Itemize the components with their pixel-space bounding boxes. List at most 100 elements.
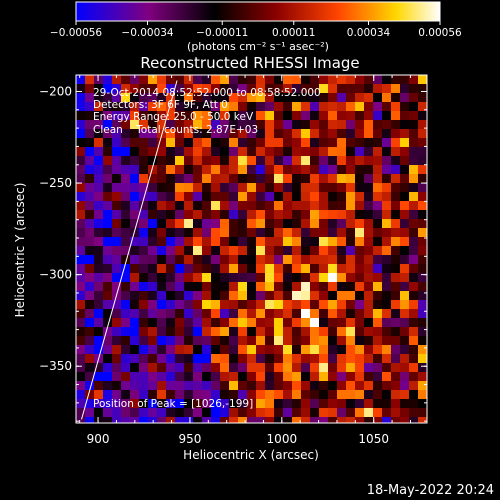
heatmap-pixel <box>211 345 220 354</box>
heatmap-pixel <box>265 264 274 273</box>
heatmap-pixel <box>409 282 418 291</box>
heatmap-pixel <box>346 354 355 363</box>
heatmap-pixel <box>319 120 328 129</box>
heatmap-pixel <box>346 336 355 345</box>
heatmap-pixel <box>301 291 310 300</box>
heatmap-pixel <box>112 165 121 174</box>
heatmap-pixel <box>265 417 274 423</box>
heatmap-pixel <box>166 345 175 354</box>
heatmap-pixel <box>328 264 337 273</box>
heatmap-pixel <box>355 165 364 174</box>
heatmap-pixel <box>121 255 130 264</box>
heatmap-pixel <box>76 417 85 423</box>
heatmap-pixel <box>157 327 166 336</box>
heatmap-pixel <box>382 75 391 84</box>
heatmap-pixel <box>211 417 220 423</box>
heatmap-pixel <box>76 111 85 120</box>
heatmap-pixel <box>364 75 373 84</box>
heatmap-pixel <box>328 417 337 423</box>
heatmap-pixel <box>310 120 319 129</box>
heatmap-pixel <box>175 93 184 102</box>
heatmap-pixel <box>319 336 328 345</box>
heatmap-pixel <box>382 282 391 291</box>
heatmap-pixel <box>256 84 265 93</box>
heatmap-pixel <box>274 408 283 417</box>
heatmap-pixel <box>364 372 373 381</box>
heatmap-pixel <box>292 93 301 102</box>
heatmap-pixel <box>166 264 175 273</box>
heatmap-pixel <box>292 336 301 345</box>
heatmap-pixel <box>94 345 103 354</box>
heatmap-pixel <box>283 93 292 102</box>
heatmap-pixel <box>301 93 310 102</box>
heatmap-pixel <box>337 399 346 408</box>
heatmap-pixel <box>391 417 400 423</box>
heatmap-pixel <box>85 408 94 417</box>
heatmap-pixel <box>103 291 112 300</box>
heatmap-pixel <box>76 120 85 129</box>
heatmap-pixel <box>391 381 400 390</box>
heatmap-pixel <box>238 228 247 237</box>
heatmap-pixel <box>292 237 301 246</box>
heatmap-pixel <box>301 165 310 174</box>
heatmap-pixel <box>130 372 139 381</box>
heatmap-pixel <box>400 246 409 255</box>
heatmap-pixel <box>373 111 382 120</box>
heatmap-pixel <box>76 408 85 417</box>
heatmap-pixel <box>355 138 364 147</box>
heatmap-pixel <box>265 390 274 399</box>
heatmap-pixel <box>175 102 184 111</box>
heatmap-pixel <box>148 390 157 399</box>
heatmap-pixel <box>319 372 328 381</box>
heatmap-pixel <box>346 210 355 219</box>
heatmap-pixel <box>202 318 211 327</box>
heatmap-pixel <box>265 192 274 201</box>
heatmap-pixel <box>238 291 247 300</box>
heatmap-pixel <box>373 84 382 93</box>
heatmap-pixel <box>256 363 265 372</box>
heatmap-pixel <box>103 318 112 327</box>
heatmap-pixel <box>409 372 418 381</box>
heatmap-pixel <box>382 264 391 273</box>
heatmap-pixel <box>130 111 139 120</box>
heatmap-pixel <box>193 282 202 291</box>
heatmap-pixel <box>184 381 193 390</box>
heatmap-pixel <box>247 75 256 84</box>
heatmap-pixel <box>184 363 193 372</box>
heatmap-pixel <box>382 228 391 237</box>
heatmap-pixel <box>157 111 166 120</box>
heatmap-pixel <box>373 210 382 219</box>
heatmap-pixel <box>310 336 319 345</box>
heatmap-pixel <box>265 273 274 282</box>
heatmap-pixel <box>400 174 409 183</box>
heatmap-pixel <box>283 273 292 282</box>
heatmap-pixel <box>391 102 400 111</box>
heatmap-pixel <box>301 336 310 345</box>
heatmap-pixel <box>283 255 292 264</box>
heatmap-pixel <box>292 246 301 255</box>
heatmap-pixel <box>400 390 409 399</box>
heatmap-pixel <box>157 156 166 165</box>
heatmap-pixel <box>130 291 139 300</box>
heatmap-pixel <box>283 210 292 219</box>
colorbar-gradient <box>75 1 441 22</box>
heatmap-pixel <box>409 390 418 399</box>
heatmap-pixel <box>112 120 121 129</box>
heatmap-pixel <box>373 192 382 201</box>
heatmap-pixel <box>265 336 274 345</box>
heatmap-pixel <box>319 102 328 111</box>
heatmap-pixel <box>121 354 130 363</box>
heatmap-pixel <box>76 309 85 318</box>
heatmap-pixel <box>139 237 148 246</box>
heatmap-pixel <box>382 291 391 300</box>
heatmap-pixel <box>301 174 310 183</box>
heatmap-pixel <box>292 282 301 291</box>
heatmap-pixel <box>364 129 373 138</box>
heatmap-pixel <box>238 300 247 309</box>
heatmap-pixel <box>373 102 382 111</box>
heatmap-pixel <box>121 75 130 84</box>
heatmap-pixel <box>274 390 283 399</box>
heatmap-pixel <box>193 219 202 228</box>
heatmap-pixel <box>337 93 346 102</box>
